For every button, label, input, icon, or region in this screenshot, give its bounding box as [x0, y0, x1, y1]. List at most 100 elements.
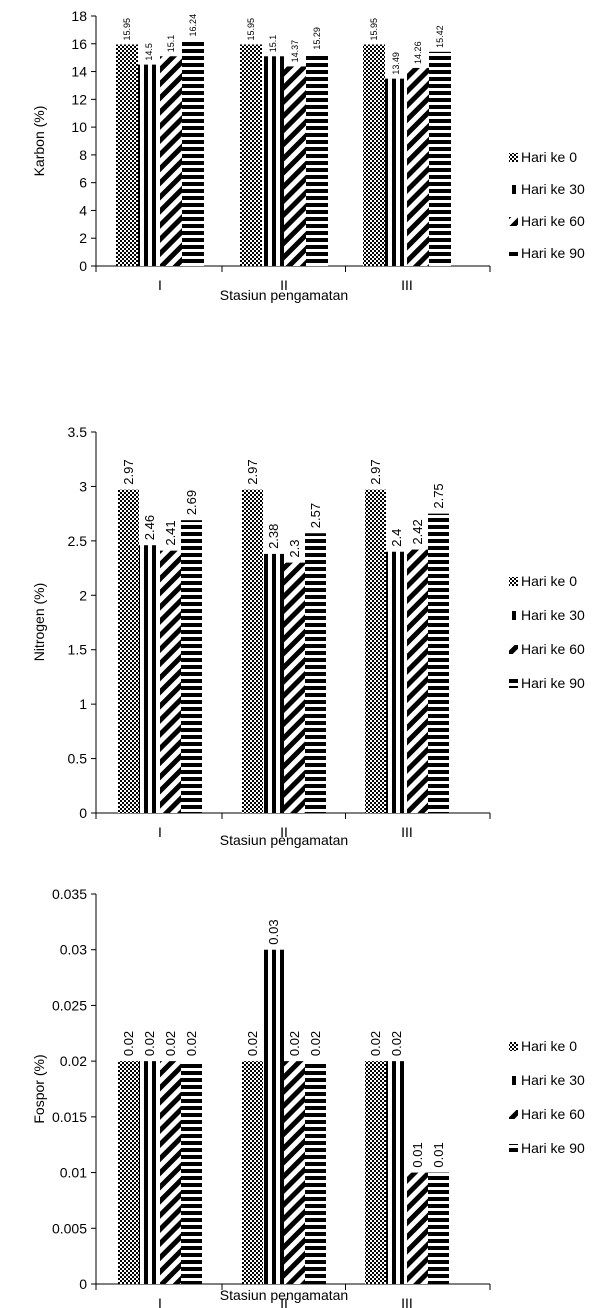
bar: [429, 51, 451, 267]
bar: [386, 1061, 407, 1284]
x-category-label: I: [158, 1295, 162, 1308]
bar: [284, 562, 305, 813]
y-tick-label: 2.5: [68, 533, 88, 549]
bar: [306, 53, 328, 267]
y-tick-label: 0.02: [60, 1053, 87, 1069]
bar: [407, 549, 428, 813]
chart-panel-1: 0 2 4 6 8 10 12 14 16 18 15.95 14.5 15.1 16.24 I 15.95 1…: [31, 8, 585, 303]
data-label: 2.3: [287, 540, 302, 558]
legend-swatch: [509, 217, 518, 226]
legend-swatch: [509, 153, 518, 162]
legend-swatch: [509, 1042, 518, 1051]
x-category-label: III: [401, 277, 413, 293]
legend-label: Hari ke 90: [521, 675, 585, 691]
bar: [386, 551, 407, 813]
y-tick-label: 0.035: [52, 886, 87, 902]
data-label: 2.75: [431, 483, 446, 508]
bar: [407, 67, 429, 266]
bar: [263, 949, 284, 1284]
y-tick-label: 6: [79, 175, 87, 191]
bar: [428, 513, 449, 813]
y-tick-label: 1: [79, 696, 87, 712]
legend-label: Hari ke 60: [521, 641, 585, 657]
data-label: 2.97: [121, 459, 136, 484]
data-label: 14.5: [144, 43, 154, 61]
data-label: 2.46: [142, 515, 157, 540]
legend-label: Hari ke 60: [521, 213, 585, 229]
data-label: 0.02: [368, 1031, 383, 1056]
bar: [365, 489, 386, 813]
data-label: 15.95: [122, 18, 132, 41]
legend-label: Hari ke 30: [521, 1072, 585, 1088]
y-tick-label: 10: [71, 119, 87, 135]
x-category-label: II: [280, 1295, 288, 1308]
data-label: 2.41: [163, 520, 178, 545]
bar: [385, 78, 407, 266]
y-tick-label: 1.5: [68, 642, 88, 658]
y-axis-title: Karbon (%): [31, 106, 47, 177]
legend-swatch: [509, 645, 518, 654]
legend-swatch: [509, 1076, 518, 1085]
bar: [116, 44, 138, 266]
y-axis-title: Fospor (%): [31, 1054, 47, 1123]
data-label: 15.1: [166, 35, 176, 53]
y-tick-label: 4: [79, 202, 87, 218]
bar: [363, 44, 385, 266]
bar: [181, 1061, 202, 1284]
bar: [138, 64, 160, 266]
bar: [284, 1061, 305, 1284]
bar: [305, 1061, 326, 1284]
legend-swatch: [509, 1144, 518, 1153]
x-category-label: III: [401, 1295, 413, 1308]
legend-swatch: [509, 185, 518, 194]
bar: [365, 1061, 386, 1284]
data-label: 15.95: [369, 18, 379, 41]
data-label: 15.29: [312, 27, 322, 50]
y-tick-label: 0: [79, 1276, 87, 1292]
data-label: 13.49: [391, 52, 401, 75]
x-category-label: III: [401, 824, 413, 840]
data-label: 2.57: [308, 503, 323, 528]
y-tick-label: 3: [79, 478, 87, 494]
y-tick-label: 0: [79, 258, 87, 274]
data-label: 0.02: [389, 1031, 404, 1056]
legend-label: Hari ke 0: [521, 1038, 577, 1054]
legend-label: Hari ke 0: [521, 573, 577, 589]
x-category-label: II: [280, 277, 288, 293]
y-tick-label: 0.5: [68, 751, 88, 767]
bar: [242, 489, 263, 813]
x-category-label: I: [158, 824, 162, 840]
bar: [139, 545, 160, 813]
y-tick-label: 18: [71, 8, 87, 24]
bar: [118, 489, 139, 813]
legend-label: Hari ke 0: [521, 149, 577, 165]
data-label: 15.95: [246, 18, 256, 41]
bar: [242, 1061, 263, 1284]
legend-swatch: [509, 679, 518, 688]
data-label: 0.01: [431, 1142, 446, 1167]
chart-panel-3: 0 0.005 0.01 0.015 0.02 0.025 0.03 0.035 0.02 0.0…: [31, 886, 585, 1308]
bar: [263, 553, 284, 813]
legend-swatch: [509, 1110, 518, 1119]
y-tick-label: 8: [79, 147, 87, 163]
y-tick-label: 0.015: [52, 1109, 87, 1125]
bar: [428, 1172, 449, 1284]
y-tick-label: 16: [71, 36, 87, 52]
data-label: 16.24: [188, 14, 198, 37]
chart-panel-2: 0 0.5 1 1.5 2 2.5 3 3.5 2.97 2.46 2.41 2.69 I 2.97 2.3…: [31, 424, 585, 848]
y-tick-label: 14: [71, 64, 87, 80]
data-label: 0.02: [163, 1031, 178, 1056]
y-tick-label: 0.03: [60, 942, 87, 958]
y-tick-label: 0.005: [52, 1220, 87, 1236]
bar: [160, 550, 181, 813]
x-axis-title: Stasiun pengamatan: [220, 1287, 348, 1303]
y-axis-title: Nitrogen (%): [31, 583, 47, 662]
bar: [118, 1061, 139, 1284]
data-label: 2.97: [245, 459, 260, 484]
y-tick-label: 0.025: [52, 997, 87, 1013]
x-category-label: I: [158, 277, 162, 293]
legend-label: Hari ke 30: [521, 607, 585, 623]
data-label: 0.01: [410, 1142, 425, 1167]
bar: [139, 1061, 160, 1284]
